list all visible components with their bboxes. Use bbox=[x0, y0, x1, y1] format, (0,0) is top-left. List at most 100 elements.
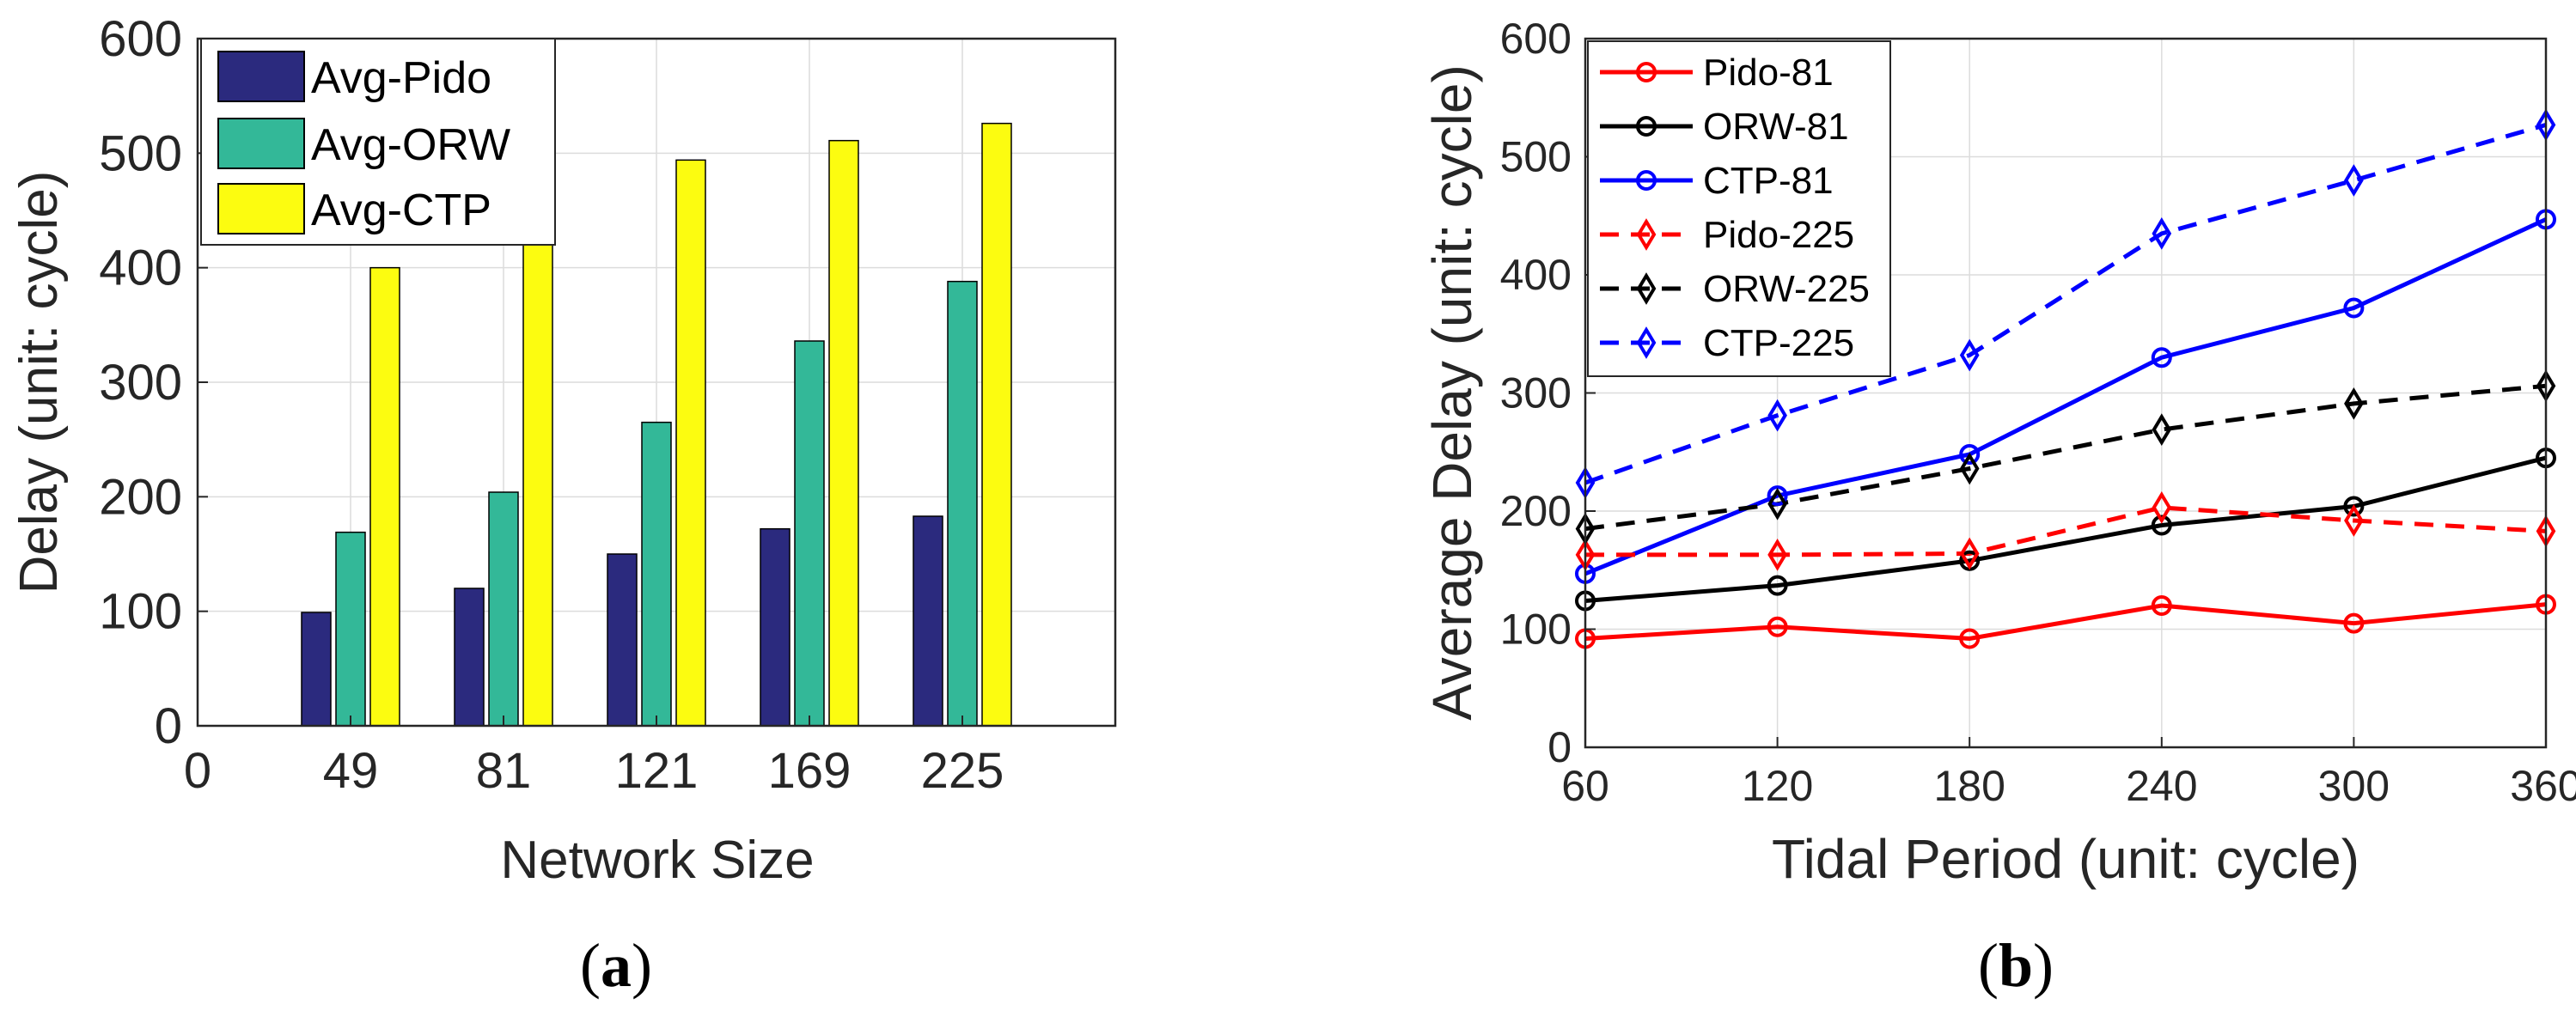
marker-orw-81-120 bbox=[1767, 575, 1788, 596]
bar-avg-pido-49 bbox=[301, 612, 332, 727]
panel-b-xtick-label: 120 bbox=[1742, 762, 1813, 810]
bar-avg-ctp-49 bbox=[369, 266, 400, 727]
bar-avg-ctp-121 bbox=[675, 159, 706, 727]
panel-b-x-axis-label: Tidal Period (unit: cycle) bbox=[1772, 828, 2359, 890]
marker-ctp-81-120 bbox=[1767, 485, 1788, 507]
marker-ctp-225-300 bbox=[2344, 164, 2364, 197]
legend-label-orw-225: ORW-225 bbox=[1703, 268, 1870, 310]
legend-marker-pido-225 bbox=[1636, 218, 1657, 251]
panel-a-ytick-label: 500 bbox=[99, 125, 182, 181]
legend-marker-pido-81 bbox=[1636, 62, 1657, 82]
legend-swatch-avg-pido bbox=[217, 51, 305, 102]
bar-avg-orw-121 bbox=[641, 421, 672, 727]
marker-orw-225-240 bbox=[2152, 413, 2172, 447]
line-pido-225 bbox=[1585, 505, 2547, 557]
panel-b-xtick-label: 60 bbox=[1561, 762, 1609, 810]
bar-avg-orw-49 bbox=[335, 531, 366, 727]
legend-label-ctp-225: CTP-225 bbox=[1703, 322, 1854, 364]
marker-ctp-225-180 bbox=[1959, 338, 1980, 372]
legend-label-ctp-81: CTP-81 bbox=[1703, 160, 1834, 202]
panel-b-legend-box bbox=[1587, 40, 1891, 377]
panel-a-y-axis-label: Delay (unit: cycle) bbox=[9, 171, 69, 594]
bar-avg-ctp-81 bbox=[522, 242, 553, 727]
panel-a-xtick-label: 0 bbox=[184, 743, 211, 799]
panel-b-ytick-label: 200 bbox=[1500, 487, 1572, 535]
marker-pido-225-240 bbox=[2152, 490, 2172, 524]
bar-avg-pido-121 bbox=[607, 553, 638, 727]
legend-label-avg-pido: Avg-Pido bbox=[311, 53, 491, 103]
panel-b-ytick-label: 300 bbox=[1500, 369, 1572, 417]
line-orw-225 bbox=[1584, 383, 2547, 532]
panel-b-xtick-label: 240 bbox=[2126, 762, 2197, 810]
marker-pido-225-180 bbox=[1959, 537, 1980, 570]
bar-avg-orw-81 bbox=[488, 491, 519, 727]
legend-label-avg-ctp: Avg-CTP bbox=[311, 186, 491, 235]
panel-a: 0 100 200 300 400 500 600 0 49 81 121 169 225 Netwo… bbox=[9, 11, 1117, 1000]
panel-b-lines bbox=[1575, 108, 2556, 649]
legend-label-orw-81: ORW-81 bbox=[1703, 106, 1849, 148]
panel-b-legend-items: Pido-81 ORW-81 CTP-81 Pido-225 ORW-225 CTP-22… bbox=[1600, 52, 1870, 364]
panel-a-xtick-label: 121 bbox=[615, 743, 699, 799]
marker-ctp-225-120 bbox=[1767, 399, 1787, 432]
marker-ctp-225-240 bbox=[2152, 216, 2172, 250]
panel-a-ytick-label: 400 bbox=[99, 241, 182, 296]
panel-b-y-axis-label: Average Delay (unit: cycle) bbox=[1421, 64, 1483, 721]
legend-swatch-avg-ctp bbox=[217, 183, 305, 234]
panel-b-caption-letter: b bbox=[1999, 931, 2033, 1000]
panel-a-bars bbox=[301, 122, 1012, 727]
panel-b-ytick-label: 600 bbox=[1500, 15, 1572, 63]
panel-b-caption: (b) bbox=[1978, 931, 2054, 1000]
panel-a-xtick-label: 225 bbox=[921, 743, 1004, 799]
line-ctp-225 bbox=[1584, 122, 2547, 485]
panel-b: 0 100 200 300 400 500 600 60 120 180 240 300 360 Ti… bbox=[1421, 15, 2576, 1000]
panel-a-ytick-label: 600 bbox=[99, 11, 182, 67]
legend-swatch-avg-orw bbox=[217, 118, 305, 169]
bar-avg-orw-169 bbox=[794, 340, 825, 727]
panel-a-y-ticks: 0 100 200 300 400 500 600 bbox=[99, 11, 208, 754]
legend-label-pido-225: Pido-225 bbox=[1703, 214, 1854, 256]
bar-avg-pido-169 bbox=[760, 527, 791, 727]
legend-label-avg-orw: Avg-ORW bbox=[311, 120, 510, 170]
panel-a-x-axis-label: Network Size bbox=[500, 831, 814, 890]
marker-orw-81-300 bbox=[2343, 496, 2365, 517]
marker-pido-81-180 bbox=[1959, 628, 1981, 649]
panel-a-ytick-label: 300 bbox=[99, 355, 182, 411]
bar-avg-ctp-225 bbox=[981, 122, 1012, 727]
panel-a-x-ticks: 0 49 81 121 169 225 bbox=[184, 716, 1004, 799]
marker-pido-81-300 bbox=[2343, 612, 2365, 634]
legend-marker-orw-81 bbox=[1636, 116, 1657, 137]
panel-a-ytick-label: 0 bbox=[155, 698, 182, 754]
bar-avg-pido-81 bbox=[454, 588, 485, 727]
line-orw-81 bbox=[1584, 455, 2547, 603]
marker-pido-81-120 bbox=[1767, 616, 1788, 637]
marker-pido-81-240 bbox=[2151, 595, 2172, 616]
panel-a-xtick-label: 49 bbox=[323, 743, 379, 799]
marker-orw-225-300 bbox=[2344, 387, 2364, 420]
marker-pido-225-300 bbox=[2344, 504, 2364, 537]
panel-b-x-ticks: 60 120 180 240 300 360 bbox=[1561, 737, 2576, 810]
panel-a-legend: Avg-Pido Avg-ORW Avg-CTP bbox=[200, 38, 556, 246]
panel-b-ytick-label: 0 bbox=[1547, 723, 1572, 771]
marker-ctp-81-300 bbox=[2343, 297, 2365, 319]
legend-label-pido-81: Pido-81 bbox=[1703, 52, 1834, 94]
panel-b-ytick-label: 500 bbox=[1500, 133, 1572, 181]
panel-a-xtick-label: 169 bbox=[768, 743, 852, 799]
panel-a-caption: (a) bbox=[580, 931, 652, 1000]
panel-b-xtick-label: 300 bbox=[2318, 762, 2390, 810]
legend-marker-ctp-81 bbox=[1636, 170, 1657, 191]
marker-orw-225-120 bbox=[1767, 487, 1787, 521]
panel-b-legend: Pido-81 ORW-81 CTP-81 Pido-225 ORW-225 CTP-22… bbox=[1587, 40, 1891, 377]
marker-orw-225-180 bbox=[1959, 452, 1980, 485]
marker-ctp-81-180 bbox=[1959, 444, 1981, 465]
marker-pido-225-120 bbox=[1767, 538, 1787, 571]
panel-a-ytick-label: 100 bbox=[99, 584, 182, 640]
panel-b-ytick-label: 400 bbox=[1500, 251, 1572, 299]
bar-avg-pido-225 bbox=[913, 515, 943, 727]
legend-marker-orw-225 bbox=[1636, 272, 1657, 305]
panel-b-ytick-label: 100 bbox=[1500, 606, 1572, 654]
panel-a-caption-letter: a bbox=[601, 931, 632, 1000]
panel-a-ytick-label: 200 bbox=[99, 469, 182, 525]
panel-b-xtick-label: 360 bbox=[2510, 762, 2576, 810]
legend-marker-ctp-225 bbox=[1636, 326, 1657, 359]
